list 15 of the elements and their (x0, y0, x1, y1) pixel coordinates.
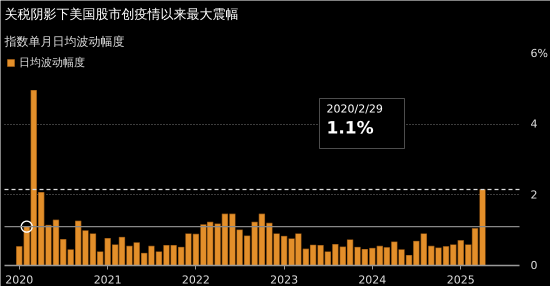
y-tick-label: 0 (530, 259, 538, 272)
x-tick-label: 2024 (358, 274, 386, 286)
annotation: 2020/2/29 (326, 102, 383, 116)
x-tick-label: 2021 (94, 274, 122, 286)
x-tick-label: 2023 (270, 274, 298, 286)
legend-label: 日均波动幅度 (19, 55, 85, 70)
x-tick-label: 2020 (5, 274, 34, 286)
chart-title: 关税阴影下美国股市创疫情以来最大震幅 (4, 6, 238, 22)
chart-subtitle: 指数单月日均波动幅度 (4, 34, 124, 48)
y-tick-label: 2 (530, 188, 538, 202)
y-tick-label: 4 (530, 118, 538, 131)
y-tick-label: 6% (530, 47, 548, 60)
x-tick-label: 2025 (446, 274, 475, 286)
x-tick-label: 2022 (182, 274, 210, 286)
annotation: 1.1% (326, 118, 374, 138)
